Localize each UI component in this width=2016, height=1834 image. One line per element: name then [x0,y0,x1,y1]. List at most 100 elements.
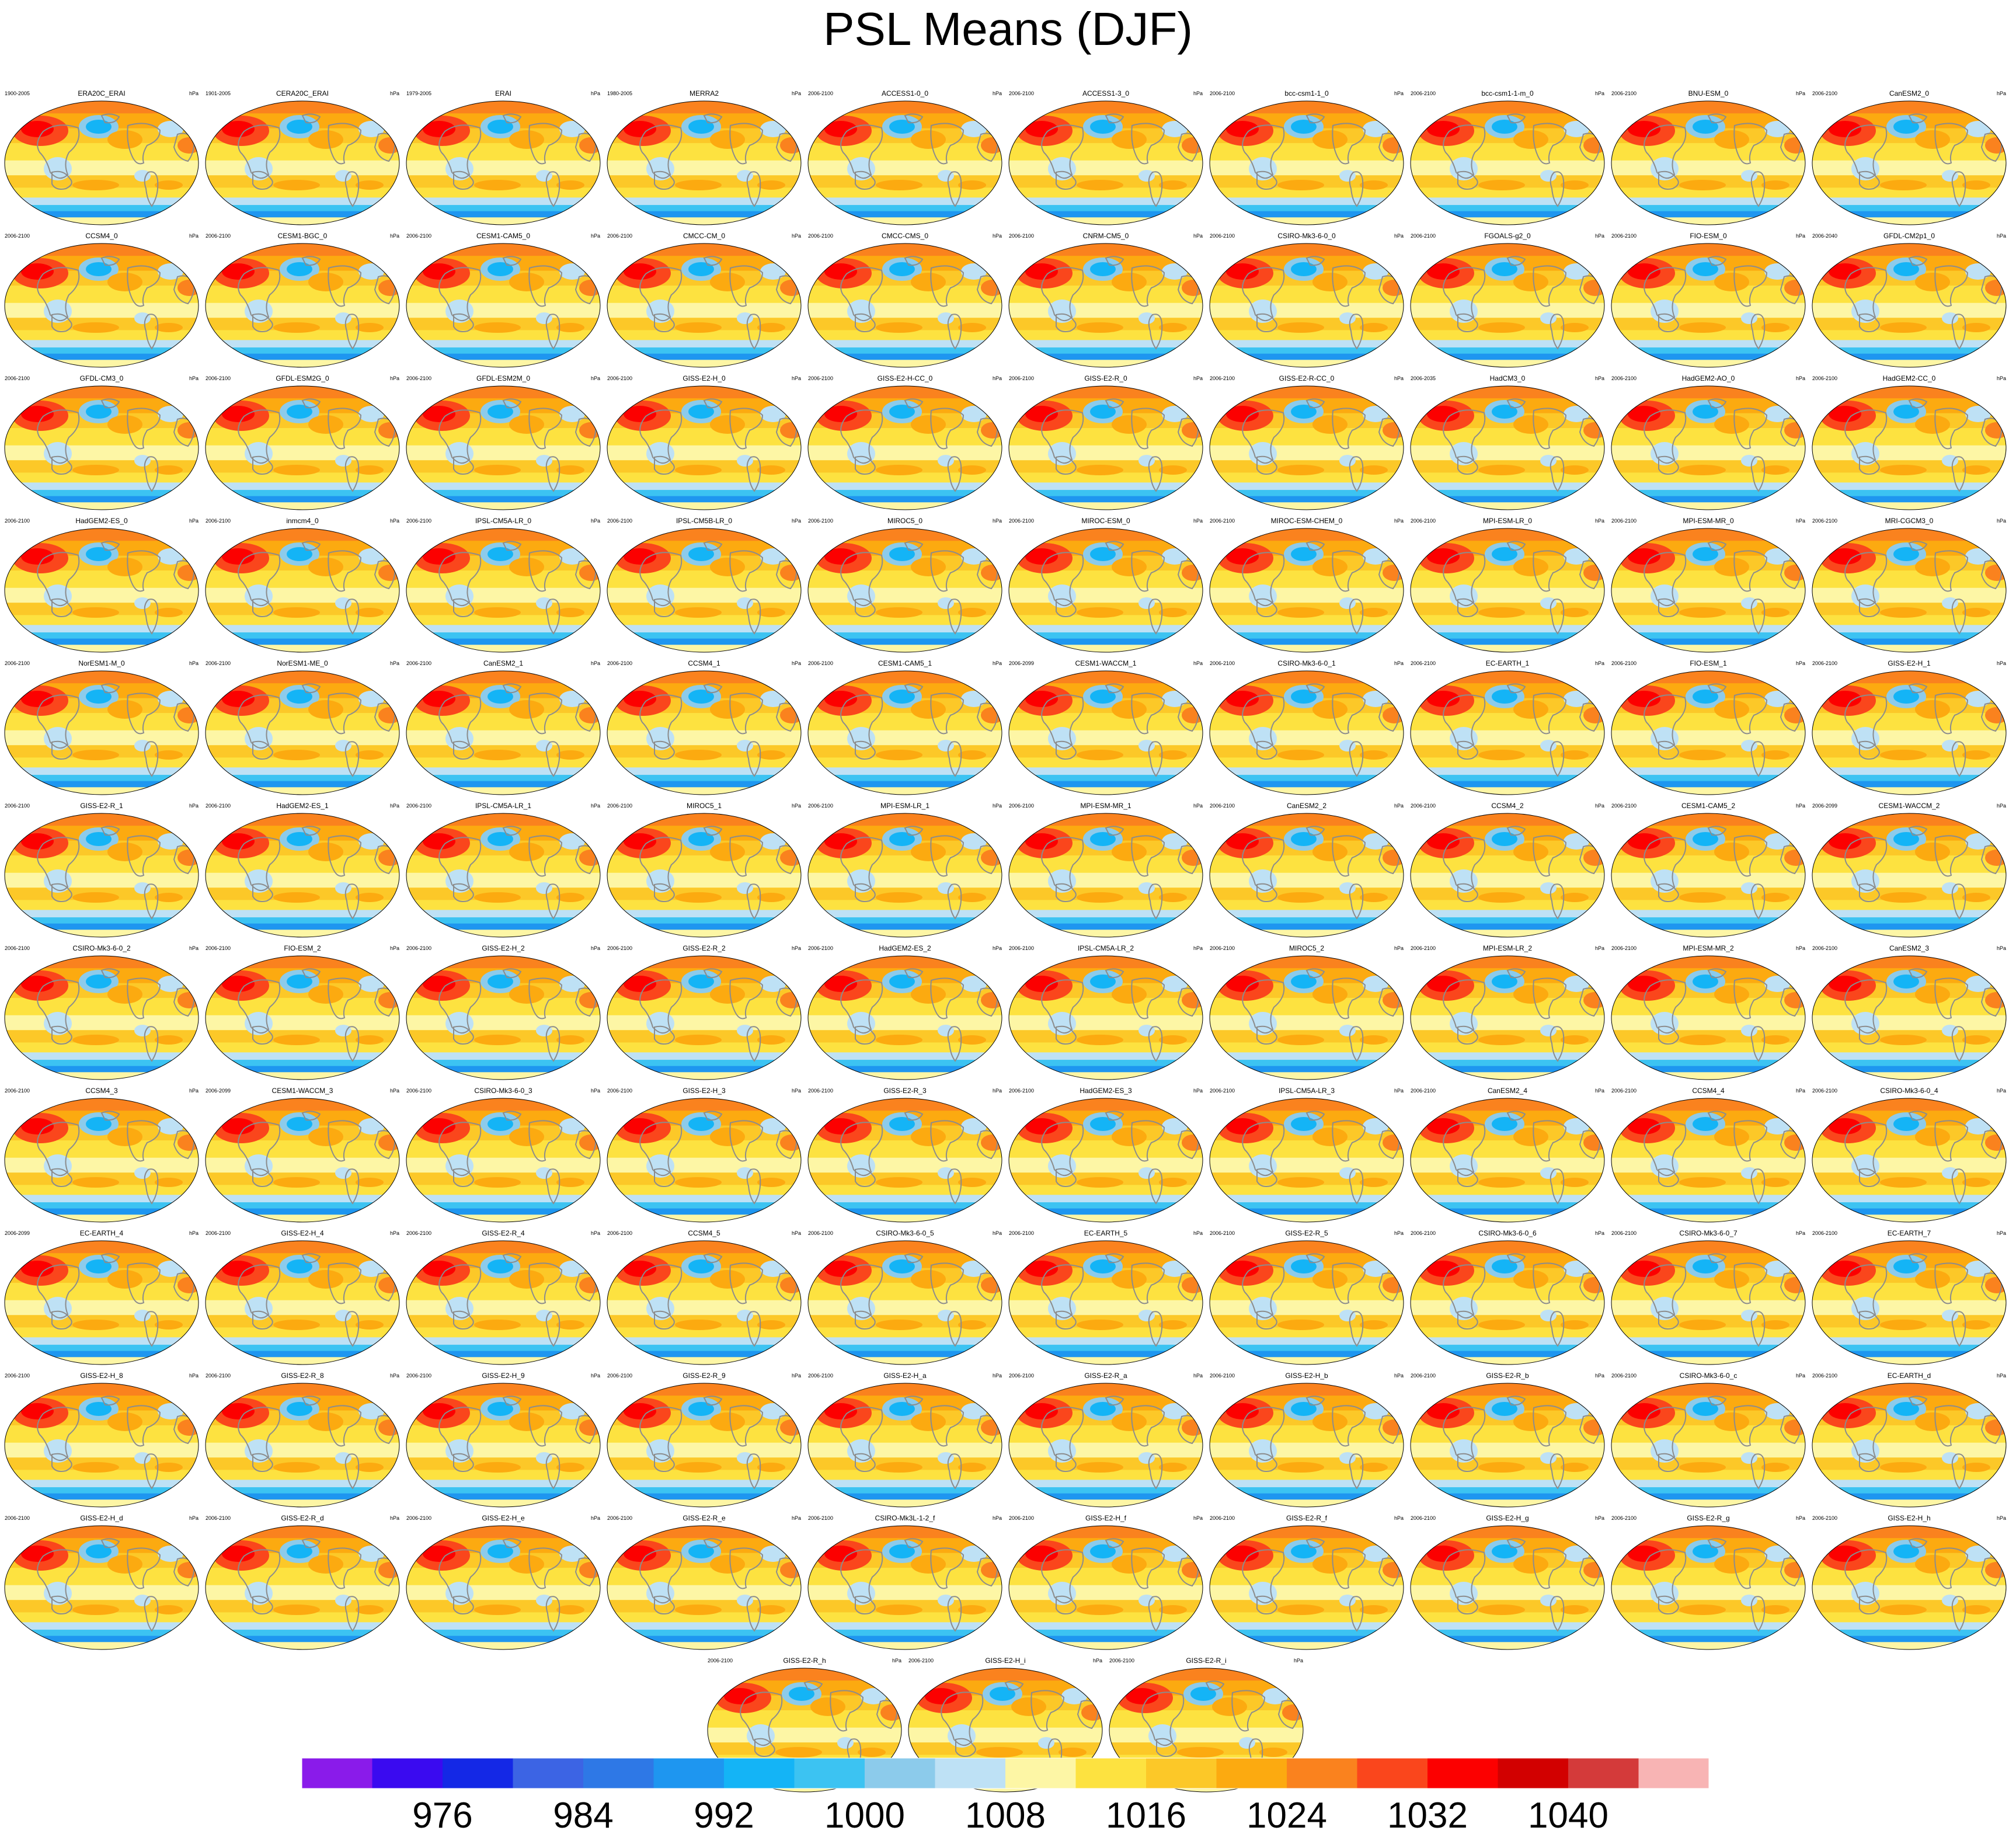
panel-unit: hPa [1795,660,1805,666]
psl-map [1209,1098,1404,1223]
panel-period: 2006-2100 [1411,803,1436,809]
panel-period: 2006-2100 [1210,1230,1235,1236]
map-panel: 2006-2099 CESM1-WACCM_1 hPa [1007,659,1205,796]
panel-period: 2006-2100 [5,233,30,239]
panel-unit: hPa [590,1230,600,1236]
panel-period: 2006-2100 [206,945,231,951]
panel-unit: hPa [892,1658,901,1664]
psl-map [205,1098,400,1223]
panel-period: 2006-2100 [5,945,30,951]
panel-unit: hPa [1594,1230,1604,1236]
panel-title: GISS-E2-R_5 [1285,1229,1328,1237]
map-panel: 2006-2100 CCSM4_1 hPa [605,659,803,796]
panel-unit: hPa [1594,1373,1604,1379]
panel-period: 2006-2100 [1009,91,1035,96]
panel-period: 2006-2100 [1611,803,1637,809]
panel-unit: hPa [1193,518,1203,524]
panel-unit: hPa [1394,233,1404,239]
panel-period: 2006-2100 [1611,660,1637,666]
panel-unit: hPa [1594,1088,1604,1094]
panel-title: GISS-E2-H_3 [683,1087,726,1095]
psl-map [1611,1240,1806,1365]
panel-title: ACCESS1-3_0 [1082,89,1130,98]
panel-unit: hPa [1795,375,1805,381]
panel-title: GFDL-CM3_0 [79,374,124,382]
panel-title: CanESM2_1 [483,659,524,667]
panel-unit: hPa [1394,1230,1404,1236]
panel-title: MPI-ESM-MR_1 [1080,802,1131,810]
psl-map [1209,385,1404,510]
panel-unit: hPa [590,233,600,239]
panel-unit: hPa [389,1515,399,1521]
map-panel: 2006-2100 CSIRO-Mk3-6-0_2 hPa [2,944,201,1081]
psl-map [1209,670,1404,795]
panel-unit: hPa [1092,1658,1102,1664]
panel-unit: hPa [389,1373,399,1379]
panel-period: 2006-2100 [5,803,30,809]
map-panel: 1900-2005 ERA20C_ERAI hPa [2,89,201,227]
map-panel: 2006-2100 ACCESS1-0_0 hPa [806,89,1004,227]
map-panel: 2006-2100 HadGEM2-ES_2 hPa [806,944,1004,1081]
panel-period: 2006-2100 [808,1515,834,1521]
map-panel: 2006-2100 MIROC5_2 hPa [1207,944,1406,1081]
panel-title: ERA20C_ERAI [78,89,126,98]
psl-map [1109,1668,1304,1793]
panel-unit: hPa [1996,375,2006,381]
panel-period: 2006-2100 [1812,1373,1838,1379]
psl-map [406,955,601,1080]
panel-unit: hPa [389,660,399,666]
panel-period: 2006-2100 [1411,1230,1436,1236]
map-panel: 2006-2100 GISS-E2-H_0 hPa [605,374,803,511]
psl-map [1209,100,1404,225]
panel-period: 2006-2100 [1411,1088,1436,1094]
psl-map [1410,813,1605,938]
panel-unit: hPa [389,1230,399,1236]
panel-title: HadCM3_0 [1489,374,1526,382]
panel-title: MPI-ESM-MR_2 [1683,944,1734,952]
panel-unit: hPa [1795,803,1805,809]
panel-period: 2006-2100 [1210,91,1235,96]
panel-period: 2006-2100 [206,1515,231,1521]
panel-unit: hPa [1795,1515,1805,1521]
map-panel: 2006-2100 MIROC5_1 hPa [605,801,803,939]
panel-title: MIROC-ESM_0 [1081,517,1130,525]
panel-period: 2006-2100 [1210,518,1235,524]
panel-period: 2006-2100 [607,233,633,239]
map-panel: 2006-2099 CESM1-WACCM_3 hPa [203,1086,402,1224]
panel-unit: hPa [791,1515,801,1521]
panel-unit: hPa [1795,1230,1805,1236]
panel-period: 2006-2100 [607,1373,633,1379]
panel-title: EC-EARTH_7 [1887,1229,1931,1237]
psl-map [1209,1383,1404,1508]
panel-period: 2006-2100 [607,660,633,666]
panel-period: 2006-2100 [1812,1230,1838,1236]
psl-map [1611,1525,1806,1650]
psl-map [1410,1525,1605,1650]
panel-unit: hPa [791,1373,801,1379]
panel-title: GISS-E2-R_2 [683,944,726,952]
panel-period: 2006-2100 [808,660,834,666]
panel-title: GISS-E2-R_1 [80,802,123,810]
panel-unit: hPa [1193,91,1203,96]
map-panel: 2006-2100 GISS-E2-H_i hPa [906,1656,1105,1794]
map-panel: 2006-2100 GISS-E2-H-CC_0 hPa [806,374,1004,511]
panel-unit: hPa [189,945,199,951]
panel-title: GISS-E2-H_d [80,1514,123,1522]
panel-period: 2006-2100 [1411,660,1436,666]
map-panel: 2006-2100 bcc-csm1-1-m_0 hPa [1408,89,1607,227]
panel-period: 2006-2100 [406,1230,432,1236]
panel-period: 2006-2100 [206,1230,231,1236]
psl-map [1812,385,2007,510]
map-panel: 2006-2100 CCSM4_4 hPa [1609,1086,1808,1224]
panel-title: GISS-E2-H_8 [80,1372,123,1380]
panel-title: GISS-E2-R_4 [482,1229,525,1237]
panel-unit: hPa [1594,518,1604,524]
panel-period: 2006-2100 [1812,660,1838,666]
psl-map [607,243,802,368]
panel-unit: hPa [992,233,1002,239]
map-panel: 2006-2100 GISS-E2-H_1 hPa [1810,659,2008,796]
colorbar-segment [513,1758,584,1788]
panel-unit: hPa [1394,945,1404,951]
panel-title: CESM1-WACCM_1 [1075,659,1137,667]
panel-period: 2006-2100 [1009,1088,1035,1094]
